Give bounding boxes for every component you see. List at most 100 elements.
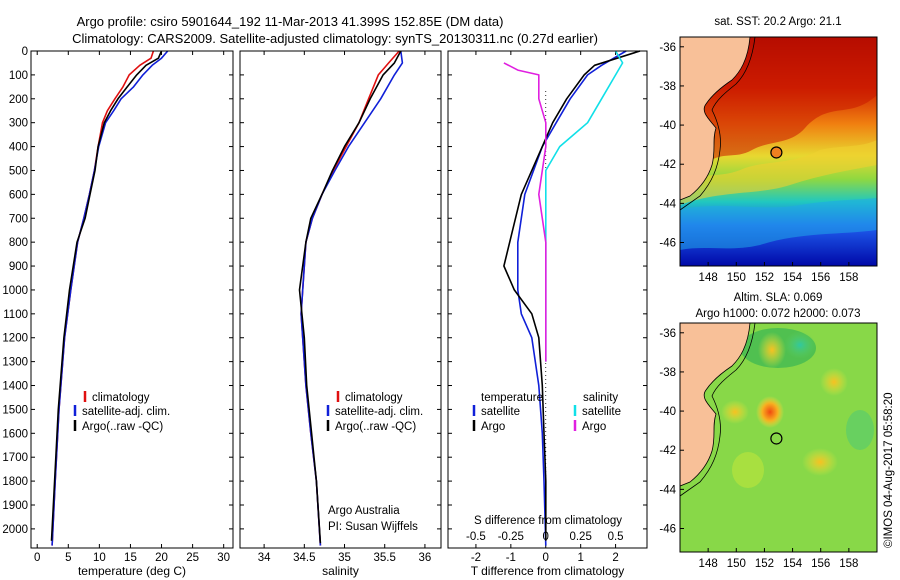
plot-area xyxy=(31,51,233,548)
sla-anomaly-blob xyxy=(802,448,838,476)
s-tick-label: -0.5 xyxy=(466,531,486,543)
series-line-argo-raw-qc- xyxy=(50,50,163,541)
map-y-tick-label: -40 xyxy=(659,406,676,418)
sla-anomaly-blob xyxy=(758,332,786,368)
legend-label-climatology: climatology xyxy=(345,392,403,404)
x-tick-label: 20 xyxy=(155,552,168,564)
y-tick-label: 700 xyxy=(9,213,28,225)
sst-map-frame xyxy=(679,36,878,267)
sla-anomaly-blob xyxy=(721,400,749,424)
figure-title-line1: Argo profile: csiro 5901644_192 11-Mar-2… xyxy=(77,14,504,29)
y-tick-label: 0 xyxy=(22,46,28,58)
legend-label-satellite: satellite-adj. clim. xyxy=(82,406,170,418)
x-axis-label: temperature (deg C) xyxy=(78,564,186,578)
map-y-tick-label: -36 xyxy=(659,328,676,340)
x-tick-label: 0 xyxy=(543,552,549,564)
salinity-legend: climatology satellite-adj. clim. Argo(..… xyxy=(326,391,423,533)
sla-anomaly-blob xyxy=(784,331,816,359)
series-line-argo-raw-qc- xyxy=(298,50,402,544)
y-tick-label: 1900 xyxy=(2,500,28,512)
s-tick-label: -0.25 xyxy=(498,531,524,543)
x-tick-label: -2 xyxy=(471,552,481,564)
sst-map-title: sat. SST: 20.2 Argo: 21.1 xyxy=(714,16,841,28)
sst-isobath xyxy=(679,36,756,211)
x-tick-label: 30 xyxy=(217,552,230,564)
salinity-panel: 34 34.5 35 35.5 36 salinity xyxy=(239,50,442,578)
sla-anomaly-blob xyxy=(756,396,784,428)
plot-area xyxy=(448,51,647,548)
legend-label-t-argo: Argo xyxy=(481,421,505,433)
temperature-panel: 0100200300400500600700800900100011001200… xyxy=(2,46,234,578)
s-tick-label: 0.5 xyxy=(608,531,624,543)
figure-title-line2: Climatology: CARS2009. Satellite-adjuste… xyxy=(72,31,598,46)
plot-frame xyxy=(239,50,442,549)
map-x-tick-label: 156 xyxy=(811,272,830,284)
series-line-salinity-argo xyxy=(503,62,547,362)
sla-argo-position-marker xyxy=(770,432,783,445)
sst-map-panel: sat. SST: 20.2 Argo: 21.1 148 150 152 154 15… xyxy=(659,16,878,284)
sst-front xyxy=(680,140,877,205)
sla-map-panel: Altim. SLA: 0.069 Argo h1000: 0.072 h200… xyxy=(659,292,878,570)
map-x-tick-label: 148 xyxy=(699,558,718,570)
y-tick-label: 400 xyxy=(9,142,28,154)
legend-label-s-argo: Argo xyxy=(582,421,606,433)
y-tick-label: 1600 xyxy=(2,428,28,440)
difference-panel: -2 -1 0 1 2-0.5 -0.25 0 0.25 0.5T difference fro… xyxy=(447,50,648,578)
x-tick-label: 36 xyxy=(419,552,432,564)
y-tick-label: 1400 xyxy=(2,381,28,393)
x-tick-label: 35.5 xyxy=(374,552,396,564)
legend-label-s-satellite: satellite xyxy=(582,406,621,418)
sla-map-axes: 148 150 152 154 156 158 -36 -38 -40 -42 -44 -46 xyxy=(659,328,858,570)
map-y-tick-label: -40 xyxy=(659,120,676,132)
x-tick-label: 0 xyxy=(34,552,40,564)
y-tick-label: 1000 xyxy=(2,285,28,297)
x-tick-label: 5 xyxy=(65,552,71,564)
legend-label-t-satellite: satellite xyxy=(481,406,520,418)
y-tick-label: 1200 xyxy=(2,333,28,345)
map-x-tick-label: 156 xyxy=(811,558,830,570)
map-x-tick-label: 158 xyxy=(839,558,858,570)
plot-area xyxy=(240,51,441,548)
y-tick-label: 1300 xyxy=(2,357,28,369)
x-tick-label: 2 xyxy=(612,552,618,564)
sla-land xyxy=(679,322,751,487)
series-line-temperature-argo xyxy=(503,50,641,541)
x-axis-label: T difference from climatology xyxy=(471,564,625,578)
map-y-tick-label: -36 xyxy=(659,42,676,54)
map-x-tick-label: 154 xyxy=(783,272,803,284)
map-y-tick-label: -42 xyxy=(659,159,676,171)
map-y-tick-label: -44 xyxy=(659,198,676,210)
s-difference-label: S difference from climatology xyxy=(474,515,622,527)
y-tick-label: 300 xyxy=(9,118,28,130)
sla-isobath xyxy=(679,322,756,497)
legend-label-climatology: climatology xyxy=(92,392,150,404)
y-tick-label: 200 xyxy=(9,94,28,106)
x-tick-label: 1 xyxy=(577,552,583,564)
map-x-tick-label: 152 xyxy=(755,558,774,570)
sla-map-subtitle: Argo h1000: 0.072 h2000: 0.073 xyxy=(696,308,861,320)
s-tick-label: 0.25 xyxy=(569,531,591,543)
map-y-tick-label: -38 xyxy=(659,81,676,93)
map-x-tick-label: 148 xyxy=(699,272,718,284)
legend-label-argo: Argo(..raw -QC) xyxy=(82,421,163,433)
sla-map-title: Altim. SLA: 0.069 xyxy=(734,292,823,304)
y-tick-label: 1800 xyxy=(2,476,28,488)
difference-legend: temperature salinity satellite Argo sate… xyxy=(472,392,622,527)
sst-map-axes: 148 150 152 154 156 158 -36 -38 -40 -42 -44 -46 xyxy=(659,42,858,284)
sla-anomaly-blob xyxy=(732,452,764,488)
series-line-temperature-satellite xyxy=(516,50,627,546)
y-tick-label: 900 xyxy=(9,261,28,273)
temperature-legend: climatology satellite-adj. clim. Argo(..… xyxy=(73,391,170,433)
map-y-tick-label: -46 xyxy=(659,524,676,536)
legend-header-salinity: salinity xyxy=(583,392,618,404)
x-tick-label: -1 xyxy=(506,552,516,564)
y-tick-label: 1100 xyxy=(3,309,28,321)
sla-map-frame xyxy=(679,322,878,553)
plot-frame xyxy=(447,50,648,549)
map-y-tick-label: -38 xyxy=(659,367,676,379)
map-x-tick-label: 152 xyxy=(755,272,774,284)
y-tick-label: 1700 xyxy=(2,452,28,464)
map-x-tick-label: 154 xyxy=(783,558,803,570)
y-tick-label: 600 xyxy=(9,189,28,201)
